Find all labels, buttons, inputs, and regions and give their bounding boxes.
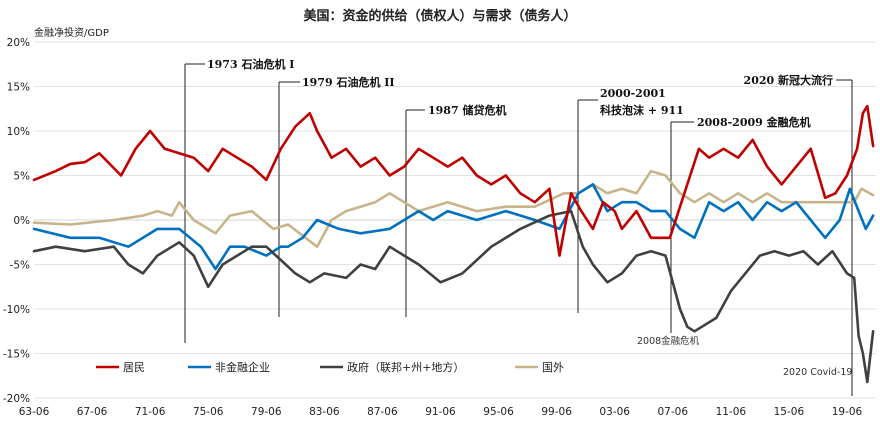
series-line-1 xyxy=(32,183,875,271)
event-label-2000-2001: 2000-2001 xyxy=(600,87,666,100)
y-tick-label: -5% xyxy=(10,260,30,272)
event-label-tech-bubble: 科技泡沫 + 911 xyxy=(600,103,684,117)
y-tick-label: -15% xyxy=(3,349,30,361)
series-line-2 xyxy=(32,209,875,384)
grid xyxy=(34,41,876,399)
x-tick-label: 75-06 xyxy=(193,406,224,418)
series-line-3 xyxy=(32,169,875,248)
x-tick-label: 63-06 xyxy=(19,406,50,418)
x-tick-label: 95-06 xyxy=(483,406,514,418)
x-tick-label: 15-06 xyxy=(774,406,805,418)
y-tick-labels: 20% 15% 10% 5% 0% -5% -10% -15% -20% xyxy=(3,37,30,405)
x-tick-label: 71-06 xyxy=(135,406,166,418)
x-tick-label: 67-06 xyxy=(77,406,108,418)
legend-label-3: 国外 xyxy=(542,361,564,374)
x-tick-label: 11-06 xyxy=(716,406,747,418)
series-line-0 xyxy=(32,104,875,257)
chart-title: 美国：资金的供给（债权人）与需求（债务人） xyxy=(303,8,576,24)
y-tick-label: -20% xyxy=(3,393,30,405)
note-2008-crisis: 2008金融危机 xyxy=(637,335,700,347)
legend: 居民 非金融企业 政府（联邦+州+地方） 国外 xyxy=(96,360,564,374)
y-tick-label: 0% xyxy=(13,215,30,227)
x-tick-label: 07-06 xyxy=(658,406,689,418)
legend-label-2: 政府（联邦+州+地方） xyxy=(347,360,464,374)
y-axis-label: 金融净投资/GDP xyxy=(34,26,109,39)
y-tick-label: 20% xyxy=(7,37,30,49)
x-tick-labels: 63-06 67-06 71-06 75-06 79-06 83-06 87-06 91-06… xyxy=(19,406,863,418)
series-lines xyxy=(32,104,875,384)
event-label-2008: 2008-2009 金融危机 xyxy=(697,115,811,129)
x-tick-label: 03-06 xyxy=(599,406,630,418)
y-tick-label: -10% xyxy=(3,304,30,316)
legend-label-1: 非金融企业 xyxy=(215,360,270,374)
event-label-1987: 1987 储贷危机 xyxy=(428,103,506,117)
event-label-1973: 1973 石油危机 I xyxy=(207,57,294,71)
x-tick-label: 19-06 xyxy=(832,406,863,418)
legend-label-0: 居民 xyxy=(123,361,145,374)
x-tick-label: 99-06 xyxy=(541,406,572,418)
event-markers: 1973 石油危机 I 1979 石油危机 II 1987 储贷危机 2000-… xyxy=(184,57,853,396)
x-tick-label: 83-06 xyxy=(309,406,340,418)
event-label-2020: 2020 新冠大流行 xyxy=(744,73,833,87)
y-tick-label: 15% xyxy=(7,82,30,94)
note-2020-covid: 2020 Covid-19 xyxy=(783,367,852,378)
x-tick-label: 79-06 xyxy=(251,406,282,418)
y-tick-label: 10% xyxy=(7,126,30,138)
y-tick-label: 5% xyxy=(13,171,30,183)
event-label-1979: 1979 石油危机 II xyxy=(302,75,395,89)
x-tick-label: 87-06 xyxy=(367,406,398,418)
x-tick-label: 91-06 xyxy=(425,406,456,418)
